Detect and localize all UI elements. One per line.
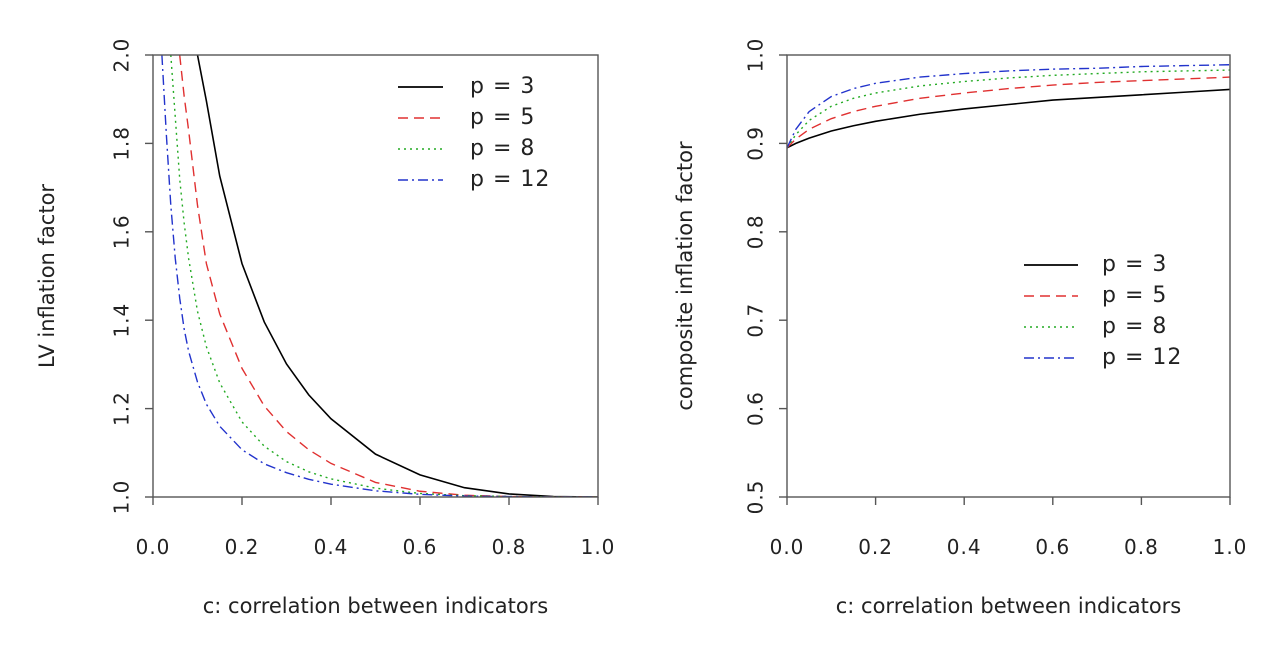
y-tick-label: 0.6 bbox=[744, 391, 768, 426]
y-axis-label: LV inflation factor bbox=[35, 184, 59, 368]
x-tick-label: 0.0 bbox=[770, 535, 805, 559]
x-tick-label: 0.6 bbox=[1035, 535, 1070, 559]
x-axis-label: c: correlation between indicators bbox=[203, 594, 549, 618]
x-tick-label: 0.6 bbox=[403, 535, 438, 559]
series-line-p-8 bbox=[170, 55, 598, 497]
series-line-p-5 bbox=[787, 76, 1230, 149]
y-tick-label: 0.5 bbox=[744, 480, 768, 515]
legend-label: p = 8 bbox=[470, 136, 535, 161]
lv-inflation-chart: 0.0 0.2 0.4 0.6 0.8 1.0 1.0 1.2 1.4 1.6 1.8 2.0 c: c… bbox=[35, 38, 616, 618]
legend-label: p = 3 bbox=[1102, 252, 1167, 277]
y-tick-label: 1.0 bbox=[744, 38, 768, 73]
x-tick-label: 0.0 bbox=[136, 535, 171, 559]
series-group bbox=[161, 55, 598, 497]
y-tick-label: 1.4 bbox=[110, 303, 134, 338]
legend-label: p = 5 bbox=[470, 105, 535, 130]
x-tick-label: 1.0 bbox=[1213, 535, 1248, 559]
y-tick-label: 1.0 bbox=[110, 480, 134, 515]
x-tick-label: 0.2 bbox=[858, 535, 893, 559]
legend-label: p = 12 bbox=[470, 167, 550, 192]
x-tick-label: 0.4 bbox=[314, 535, 349, 559]
series-line-p-3 bbox=[196, 55, 598, 497]
y-tick-label: 0.7 bbox=[744, 303, 768, 338]
series-line-p-12 bbox=[787, 64, 1230, 149]
y-tick-label: 1.6 bbox=[110, 214, 134, 249]
x-tick-label: 0.8 bbox=[1124, 535, 1159, 559]
series-group bbox=[787, 64, 1230, 149]
legend-label: p = 12 bbox=[1102, 345, 1182, 370]
legend: p = 3 p = 5 p = 8 p = 12 bbox=[398, 74, 550, 192]
plot-frame bbox=[152, 54, 599, 498]
x-tick-label: 1.0 bbox=[581, 535, 616, 559]
y-tick-label: 0.8 bbox=[744, 214, 768, 249]
plot-frame bbox=[786, 54, 1231, 498]
x-tick-label: 0.8 bbox=[492, 535, 527, 559]
y-tick-label: 2.0 bbox=[110, 38, 134, 73]
y-tick-label: 0.9 bbox=[744, 126, 768, 161]
legend-label: p = 5 bbox=[1102, 283, 1167, 308]
series-line-p-8 bbox=[787, 69, 1230, 149]
x-axis-label: c: correlation between indicators bbox=[836, 594, 1182, 618]
y-axis-label: composite inflation factor bbox=[673, 141, 697, 411]
x-tick-label: 0.4 bbox=[947, 535, 982, 559]
legend-label: p = 3 bbox=[470, 74, 535, 99]
legend-label: p = 8 bbox=[1102, 314, 1167, 339]
series-line-p-12 bbox=[161, 55, 598, 497]
legend: p = 3 p = 5 p = 8 p = 12 bbox=[1024, 252, 1182, 370]
y-tick-label: 1.2 bbox=[110, 391, 134, 426]
series-line-p-3 bbox=[787, 88, 1230, 149]
y-tick-label: 1.8 bbox=[110, 126, 134, 161]
x-tick-label: 0.2 bbox=[225, 535, 260, 559]
composite-inflation-chart: 0.0 0.2 0.4 0.6 0.8 1.0 0.5 0.6 0.7 0.8 0.9 1.0 c: c… bbox=[673, 38, 1248, 618]
